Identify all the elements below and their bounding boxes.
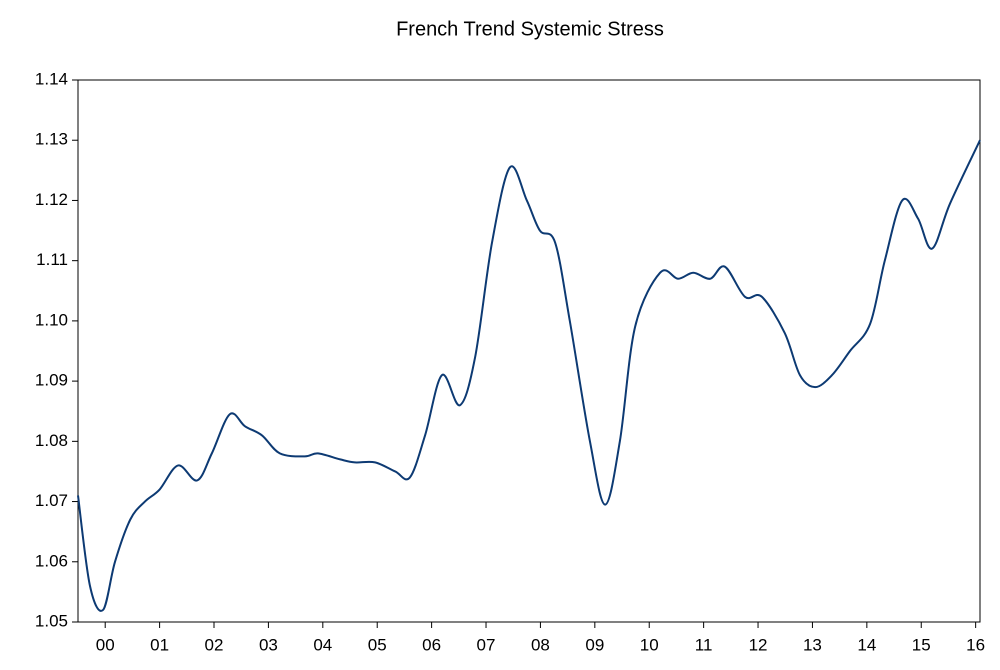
- x-tick-label: 05: [368, 635, 387, 654]
- x-tick-label: 00: [96, 635, 115, 654]
- x-tick-label: 08: [531, 635, 550, 654]
- y-tick-label: 1.06: [35, 551, 68, 570]
- x-tick-label: 16: [966, 635, 985, 654]
- x-tick-label: 15: [912, 635, 931, 654]
- y-tick-label: 1.08: [35, 431, 68, 450]
- x-tick-label: 07: [477, 635, 496, 654]
- x-tick-label: 06: [422, 635, 441, 654]
- plot-frame: [77, 79, 981, 623]
- y-tick-label: 1.07: [35, 491, 68, 510]
- x-tick-label: 10: [640, 635, 659, 654]
- y-tick-label: 1.09: [35, 371, 68, 390]
- x-tick-label: 13: [803, 635, 822, 654]
- y-tick-label: 1.14: [35, 69, 68, 88]
- y-tick-label: 1.12: [35, 190, 68, 209]
- x-tick-label: 01: [150, 635, 169, 654]
- x-tick-label: 14: [857, 635, 876, 654]
- y-tick-label: 1.11: [36, 250, 68, 269]
- y-tick-label: 1.05: [35, 611, 68, 630]
- x-tick-label: 11: [695, 635, 713, 654]
- chart-title: French Trend Systemic Stress: [396, 18, 664, 40]
- x-tick-label: 12: [749, 635, 768, 654]
- y-tick-label: 1.10: [35, 310, 68, 329]
- x-tick-label: 03: [259, 635, 278, 654]
- x-tick-label: 04: [313, 635, 332, 654]
- x-tick-label: 02: [205, 635, 224, 654]
- y-tick-label: 1.13: [35, 130, 68, 149]
- x-tick-label: 09: [585, 635, 604, 654]
- line-series: [77, 139, 981, 612]
